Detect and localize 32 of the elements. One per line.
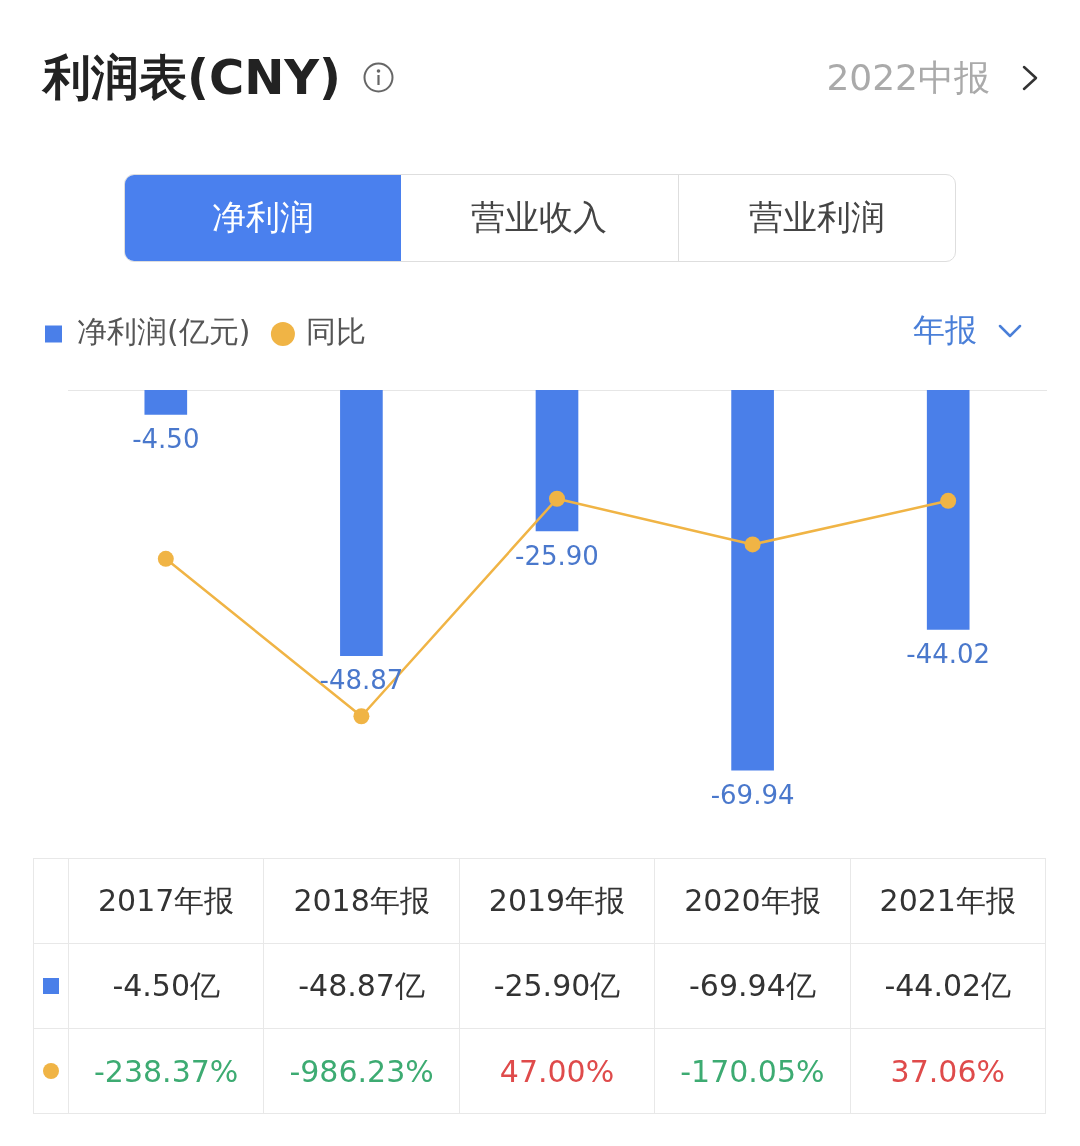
- legend-label: 净利润(亿元): [77, 313, 251, 349]
- data-label: -4.50: [132, 424, 200, 455]
- text: 年报: [913, 310, 977, 350]
- data-label: -69.94: [710, 779, 795, 810]
- text: -69.94亿: [655, 944, 851, 1029]
- x-tick-label: 2019年报: [459, 859, 656, 944]
- data-label: -44.02: [906, 639, 991, 670]
- point: [744, 536, 761, 553]
- x-tick-label: 2021年报: [850, 859, 1046, 944]
- data-label: 37.06%: [850, 1029, 1046, 1114]
- x-tick-label: 2020年报: [655, 859, 851, 944]
- legend-label: 同比: [306, 313, 367, 349]
- point: [940, 492, 957, 509]
- tab[interactable]: 净利润: [125, 175, 402, 261]
- data-label: -986.23%: [264, 1029, 460, 1114]
- text: -4.50亿: [69, 944, 265, 1029]
- text: -44.02亿: [850, 944, 1046, 1029]
- point: [549, 490, 565, 507]
- data-label: 47.00%: [459, 1029, 656, 1114]
- data-label: -25.90: [515, 540, 599, 571]
- data-label: -170.05%: [655, 1029, 851, 1114]
- text: -48.87亿: [264, 944, 460, 1029]
- text: 2022中报: [826, 56, 990, 100]
- text: -25.90亿: [459, 944, 656, 1029]
- point: [353, 708, 370, 725]
- tab[interactable]: 营业利润: [677, 175, 955, 261]
- x-tick-label: 2018年报: [264, 859, 460, 944]
- tab[interactable]: 营业收入: [401, 175, 678, 261]
- data-label: -238.37%: [69, 1029, 265, 1114]
- x-tick-label: 2017年报: [69, 859, 265, 944]
- chart-title: 利润表(CNY): [43, 48, 342, 107]
- point: [157, 550, 174, 567]
